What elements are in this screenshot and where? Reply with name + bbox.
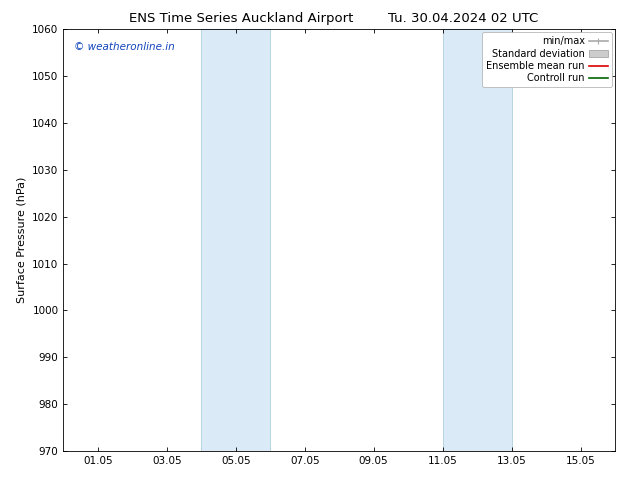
Bar — [443, 29, 512, 451]
Y-axis label: Surface Pressure (hPa): Surface Pressure (hPa) — [16, 177, 27, 303]
Legend: min/max, Standard deviation, Ensemble mean run, Controll run: min/max, Standard deviation, Ensemble me… — [482, 32, 612, 87]
Bar — [202, 29, 270, 451]
Text: © weatheronline.in: © weatheronline.in — [74, 42, 175, 52]
Text: Tu. 30.04.2024 02 UTC: Tu. 30.04.2024 02 UTC — [388, 12, 538, 25]
Text: ENS Time Series Auckland Airport: ENS Time Series Auckland Airport — [129, 12, 353, 25]
